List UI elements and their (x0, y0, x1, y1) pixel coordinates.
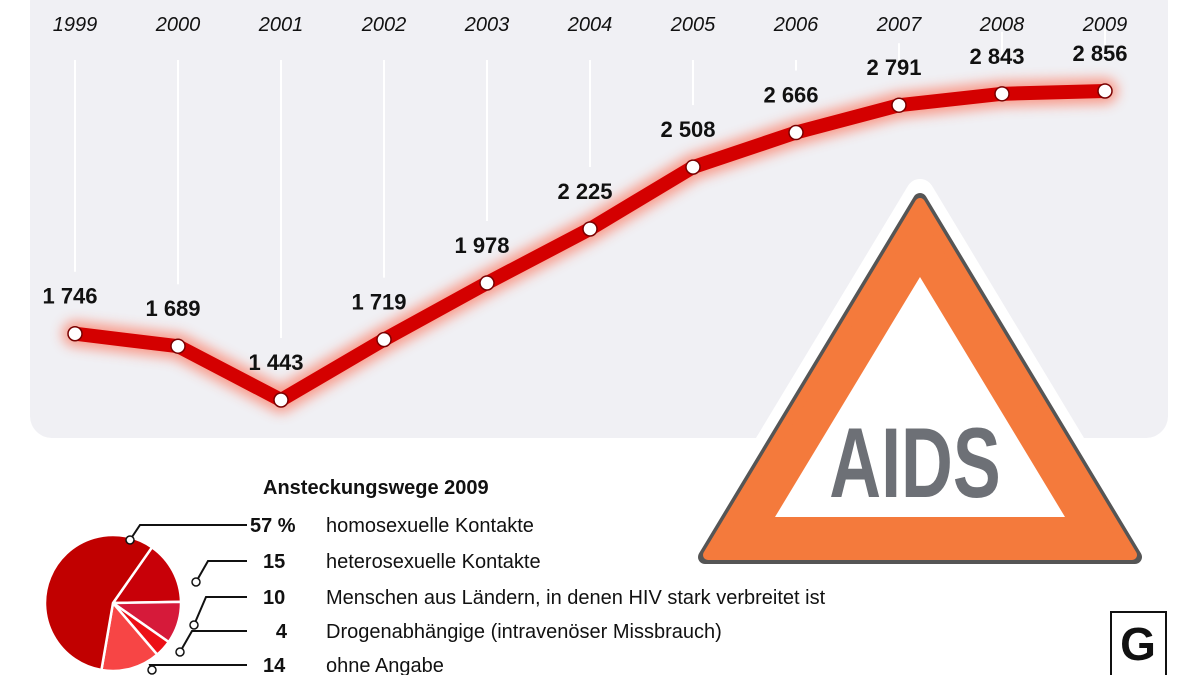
data-label: 1 689 (145, 296, 200, 321)
data-label: 2 225 (557, 179, 612, 204)
year-label: 2002 (361, 14, 407, 36)
data-label: 1 443 (248, 350, 303, 375)
year-label: 2000 (155, 14, 201, 36)
leader-line (148, 664, 247, 671)
slice-value: 10 (263, 587, 285, 609)
slice-marker (191, 577, 201, 587)
year-label: 1999 (53, 14, 98, 36)
pie-slice (43, 533, 154, 672)
warning-triangle-inner (775, 277, 1065, 517)
data-point (685, 159, 701, 175)
warning-sign: AIDS (683, 179, 1157, 577)
pie-slice (110, 545, 183, 605)
data-point (170, 338, 186, 354)
data-label: 2 843 (969, 44, 1024, 69)
slice-label: Menschen aus Ländern, in denen HIV stark… (326, 587, 826, 609)
pie-chart (43, 533, 183, 673)
slice-marker (147, 665, 157, 675)
data-point (479, 275, 495, 291)
year-label: 2009 (1082, 14, 1128, 36)
slice-value: 57 % (250, 515, 296, 537)
year-label: 2003 (464, 14, 510, 36)
leader-line (179, 630, 247, 653)
data-label: 1 719 (351, 290, 406, 315)
data-label: 1 746 (42, 284, 97, 309)
data-point (994, 86, 1010, 102)
slice-label: Drogenabhängige (intravenöser Missbrauch… (326, 621, 722, 643)
slice-marker (189, 620, 199, 630)
slice-label: heterosexuelle Kontakte (326, 551, 541, 573)
data-point (788, 124, 804, 141)
slice-label: homosexuelle Kontakte (326, 515, 534, 537)
data-label: 1 978 (454, 233, 509, 258)
slice-label: ohne Angabe (326, 655, 444, 675)
slice-value: 4 (276, 621, 288, 643)
year-label: 2007 (876, 14, 922, 36)
data-label: 2 508 (660, 117, 715, 142)
leader-line (195, 560, 247, 583)
year-label: 2005 (670, 14, 716, 36)
year-label: 2006 (773, 14, 819, 36)
slice-marker (175, 647, 185, 657)
data-label: 2 791 (866, 55, 921, 80)
data-point (1097, 83, 1113, 99)
slice-value: 15 (263, 551, 285, 573)
data-point (273, 392, 289, 408)
logo-letter: G (1120, 618, 1156, 670)
publisher-logo: G (1110, 611, 1167, 675)
data-point (67, 325, 83, 342)
data-point (376, 331, 392, 348)
year-label: 2008 (979, 14, 1025, 36)
line-chart: 1999 2000 2001 2002 2003 2004 2005 2006 2007 2008… (42, 14, 1128, 413)
data-label: 2 856 (1072, 41, 1127, 66)
slice-marker (125, 535, 135, 545)
data-point (891, 97, 907, 113)
leader-line (193, 596, 247, 626)
slice-value: 14 (263, 655, 286, 675)
year-label: 2004 (567, 14, 613, 36)
aids-text: AIDS (829, 409, 1000, 519)
leader-line (129, 524, 247, 541)
pie-title: Ansteckungswege 2009 (263, 477, 489, 499)
year-label: 2001 (258, 14, 304, 36)
pie-legend: 57 % homosexuelle Kontakte 15 heterosexuell… (125, 515, 826, 675)
data-label: 2 666 (763, 83, 818, 108)
data-point (582, 221, 598, 237)
